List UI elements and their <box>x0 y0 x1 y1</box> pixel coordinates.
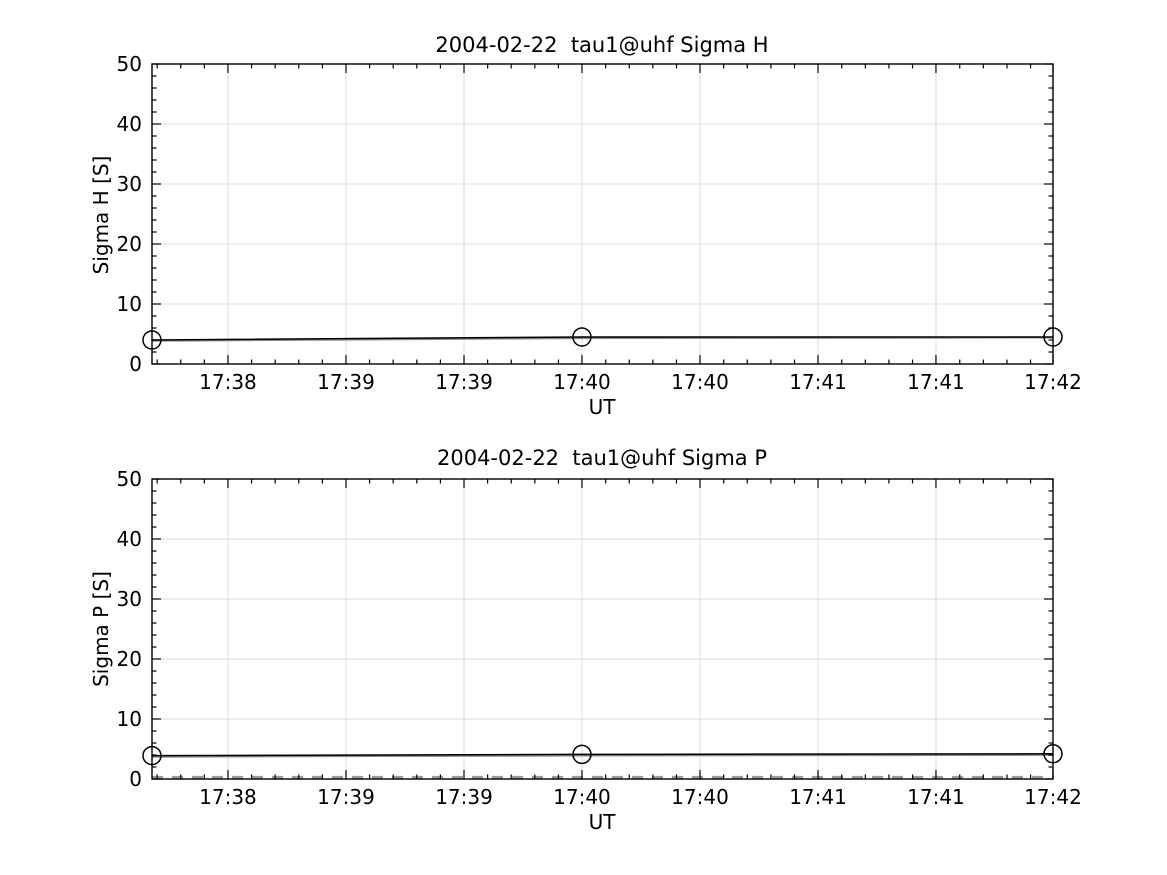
x-tick-label: 17:39 <box>435 370 493 394</box>
x-tick-label: 17:41 <box>907 785 965 809</box>
y-tick-label: 50 <box>117 467 142 491</box>
y-tick-label: 20 <box>117 232 142 256</box>
x-axis-label-ut-top: UT <box>588 395 616 419</box>
x-tick-label: 17:39 <box>317 785 375 809</box>
y-tick-label: 0 <box>129 352 142 376</box>
x-tick-label: 17:42 <box>1024 785 1082 809</box>
y-tick-label: 40 <box>117 112 142 136</box>
y-tick-label: 50 <box>117 52 142 76</box>
y-tick-label: 10 <box>117 707 142 731</box>
chart-title-sigma-p: 2004-02-22 tau1@uhf Sigma P <box>436 446 768 470</box>
data-point-marker <box>572 744 592 765</box>
data-point-marker <box>572 327 592 347</box>
series-line-sigma-p <box>151 753 1054 757</box>
x-axis-label-ut-bottom: UT <box>588 810 616 834</box>
x-tick-label: 17:40 <box>671 785 729 809</box>
x-tick-label: 17:42 <box>1024 370 1082 394</box>
y-tick-label: 30 <box>117 587 142 611</box>
x-tick-label: 17:39 <box>317 370 375 394</box>
x-tick-label: 17:40 <box>553 785 611 809</box>
series-line-sigma-h <box>151 336 1053 341</box>
y-tick-label: 10 <box>117 292 142 316</box>
y-tick-label: 0 <box>129 767 142 791</box>
y-axis-label-sigma-h: Sigma H [S] <box>89 155 113 275</box>
x-tick-label: 17:40 <box>671 370 729 394</box>
x-tick-label: 17:38 <box>199 370 257 394</box>
y-axis-label-sigma-p: Sigma P [S] <box>89 571 113 687</box>
y-tick-label: 30 <box>117 172 142 196</box>
x-tick-label: 17:41 <box>789 370 847 394</box>
y-tick-label: 40 <box>117 527 142 551</box>
x-tick-label: 17:39 <box>435 785 493 809</box>
x-tick-label: 17:40 <box>553 370 611 394</box>
y-tick-label: 20 <box>117 647 142 671</box>
series-line-sigma-h-secondary <box>151 336 1054 342</box>
x-tick-label: 17:41 <box>907 370 965 394</box>
series-line-sigma-p-secondary <box>151 754 1054 758</box>
x-tick-label: 17:38 <box>199 785 257 809</box>
chart-title-sigma-h: 2004-02-22 tau1@uhf Sigma H <box>435 33 769 57</box>
axes-spines <box>151 478 1054 780</box>
x-tick-label: 17:41 <box>789 785 847 809</box>
axes-spines <box>151 63 1054 365</box>
